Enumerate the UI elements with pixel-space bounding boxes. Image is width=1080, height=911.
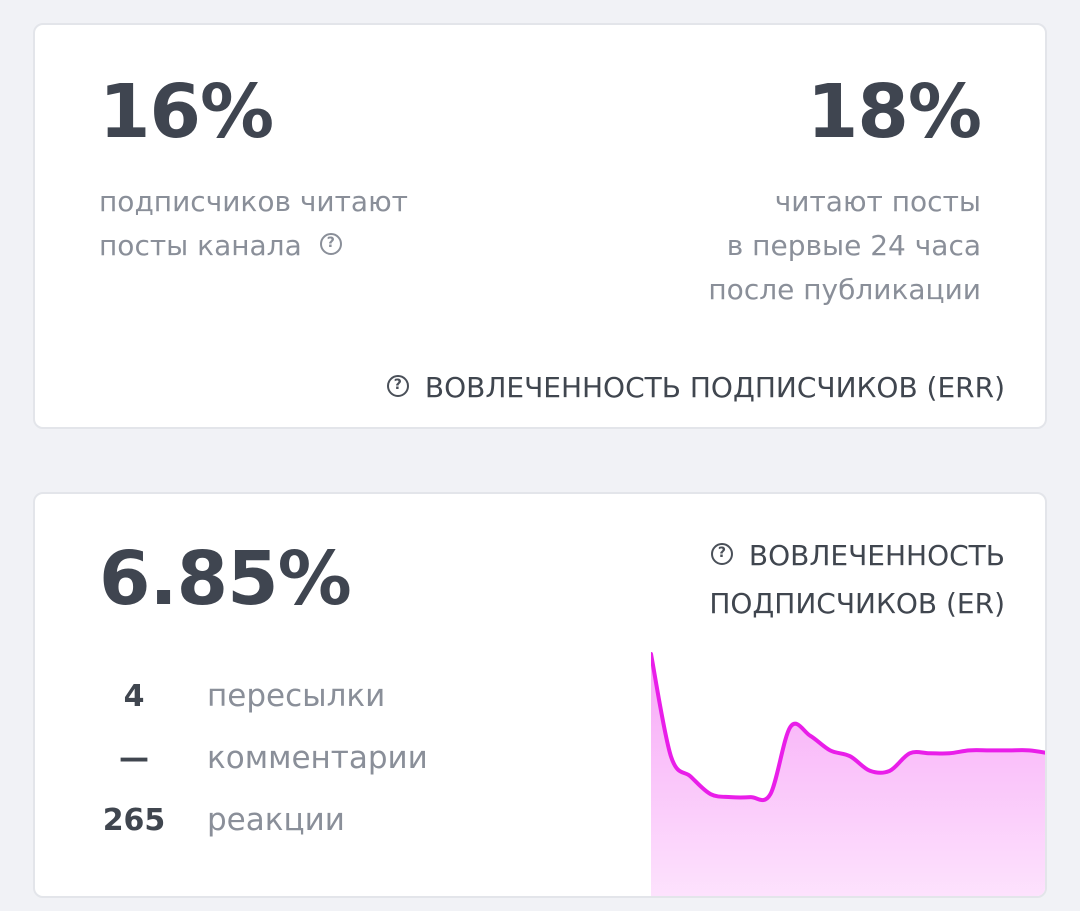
read-first-24h-description: читают посты в первые 24 часа после публ…	[708, 180, 981, 312]
er-card: 6.85% ? ВОВЛЕЧЕННОСТЬ ПОДПИСЧИКОВ (ER) 4 …	[33, 492, 1047, 898]
reactions-count: 265	[102, 802, 166, 838]
err-metric-title: ? ВОВЛЕЧЕННОСТЬ ПОДПИСЧИКОВ (ERR)	[386, 364, 1005, 412]
desc-line: подписчиков читают	[99, 185, 408, 218]
comments-count: —	[119, 740, 149, 776]
subscribers-read-percent: 16%	[99, 69, 274, 155]
er-title-line: ВОВЛЕЧЕННОСТЬ	[748, 539, 1005, 572]
desc-line: в первые 24 часа	[726, 229, 981, 262]
stat-forwards: 4 пересылки	[99, 665, 386, 727]
er-metric-title: ? ВОВЛЕЧЕННОСТЬ ПОДПИСЧИКОВ (ER)	[709, 532, 1005, 628]
read-first-24h-percent: 18%	[806, 69, 982, 155]
sparkline-line	[651, 652, 1045, 803]
err-metric-label: ВОВЛЕЧЕННОСТЬ ПОДПИСЧИКОВ (ERR)	[424, 371, 1005, 404]
err-card: 16% подписчиков читают посты канала? 18%…	[33, 23, 1047, 429]
comments-label: комментарии	[207, 740, 428, 776]
er-title-line-with-help: ? ВОВЛЕЧЕННОСТЬ	[709, 532, 1005, 580]
desc-line-with-help: посты канала?	[99, 224, 408, 268]
er-sparkline-chart	[651, 652, 1045, 896]
stat-reactions: 265 реакции	[99, 789, 345, 851]
desc-line: читают посты	[774, 185, 981, 218]
question-circle-icon[interactable]: ?	[319, 233, 342, 255]
desc-line: посты канала	[99, 229, 302, 262]
er-percent: 6.85%	[99, 536, 352, 622]
sparkline-area	[651, 654, 1045, 896]
question-circle-icon[interactable]: ?	[710, 543, 733, 565]
desc-line: после публикации	[708, 273, 981, 306]
forwards-label: пересылки	[207, 678, 386, 714]
stat-comments: — комментарии	[99, 727, 428, 789]
reactions-label: реакции	[207, 802, 345, 838]
er-title-line: ПОДПИСЧИКОВ (ER)	[709, 587, 1005, 620]
forwards-count: 4	[123, 678, 145, 714]
subscribers-read-description: подписчиков читают посты канала?	[99, 180, 408, 268]
question-circle-icon[interactable]: ?	[386, 375, 409, 397]
